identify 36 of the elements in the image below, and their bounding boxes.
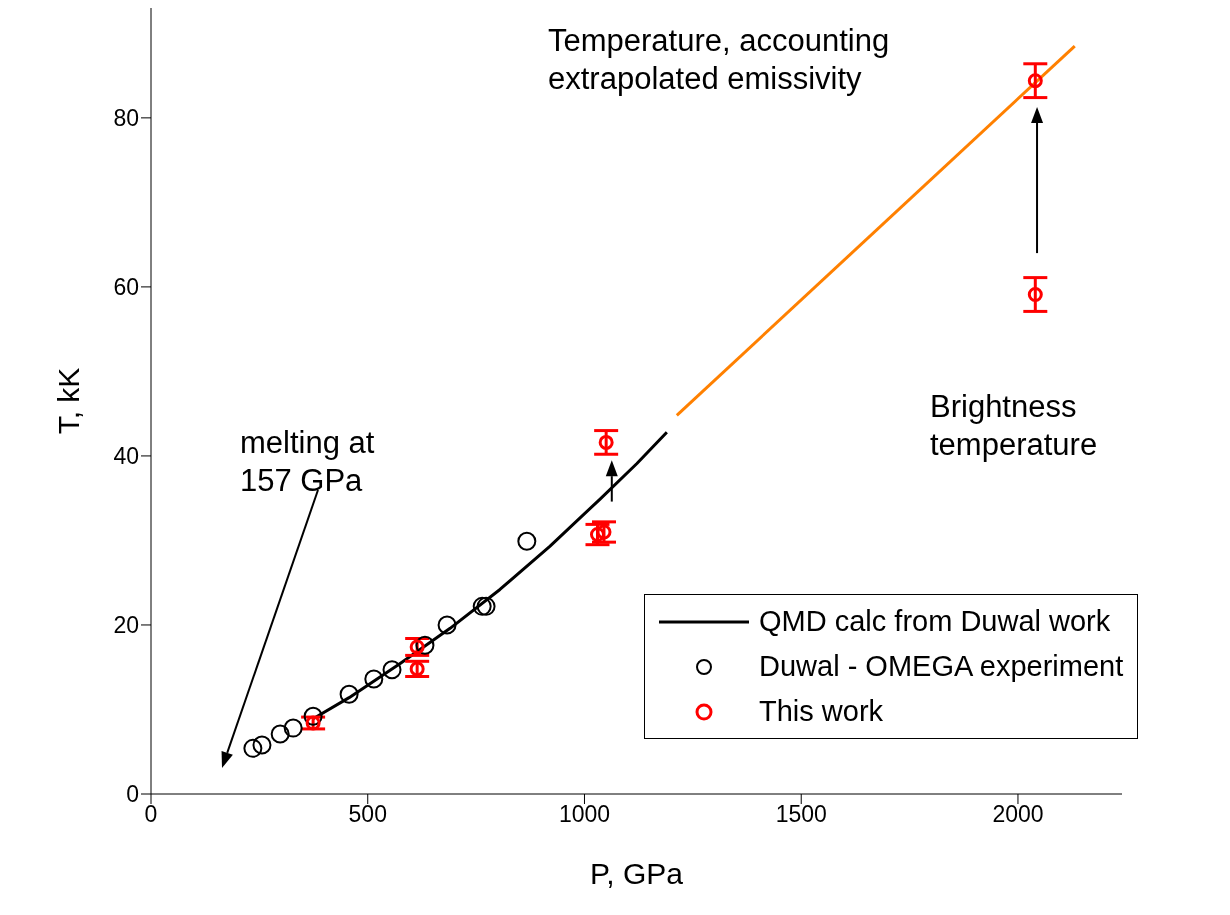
annotation: Temperature, accounting extrapolated emissivity [548, 22, 891, 98]
point [409, 661, 425, 677]
point [409, 639, 425, 655]
x-axis-title: P, GPa [590, 857, 684, 890]
y-axis-title: T, kK [51, 367, 85, 435]
point [305, 715, 321, 731]
point [270, 724, 290, 744]
x-tick-label: 1500 [775, 801, 827, 828]
point [283, 718, 303, 738]
legend-label: Duwal - OMEGA experiment [759, 650, 1124, 683]
x-tick-label: 2000 [992, 801, 1044, 828]
point [598, 434, 614, 450]
y-tick-label: 60 [113, 274, 139, 301]
y-tick-label: 40 [113, 443, 139, 470]
annotation: melting at 157 GPa [240, 424, 376, 500]
x-tick-label: 1000 [558, 801, 611, 828]
point [339, 684, 359, 704]
point [517, 531, 537, 551]
y-tick-label: 20 [113, 612, 139, 639]
point [303, 706, 323, 726]
point [415, 635, 435, 655]
point [364, 669, 384, 689]
point [243, 738, 263, 758]
legend-label: QMD calc from Duwal work [759, 605, 1111, 638]
point [589, 527, 605, 543]
x-tick-label: 500 [348, 801, 387, 828]
point [382, 660, 402, 680]
x-tick-label: 0 [144, 801, 158, 828]
point [252, 735, 272, 755]
point [1027, 287, 1043, 303]
legend-label: This work [759, 695, 884, 728]
y-tick-label: 0 [126, 781, 139, 808]
point [437, 615, 457, 635]
annotation: Brightness temperature [930, 388, 1099, 464]
y-tick-label: 80 [113, 105, 139, 132]
point [1027, 73, 1043, 89]
